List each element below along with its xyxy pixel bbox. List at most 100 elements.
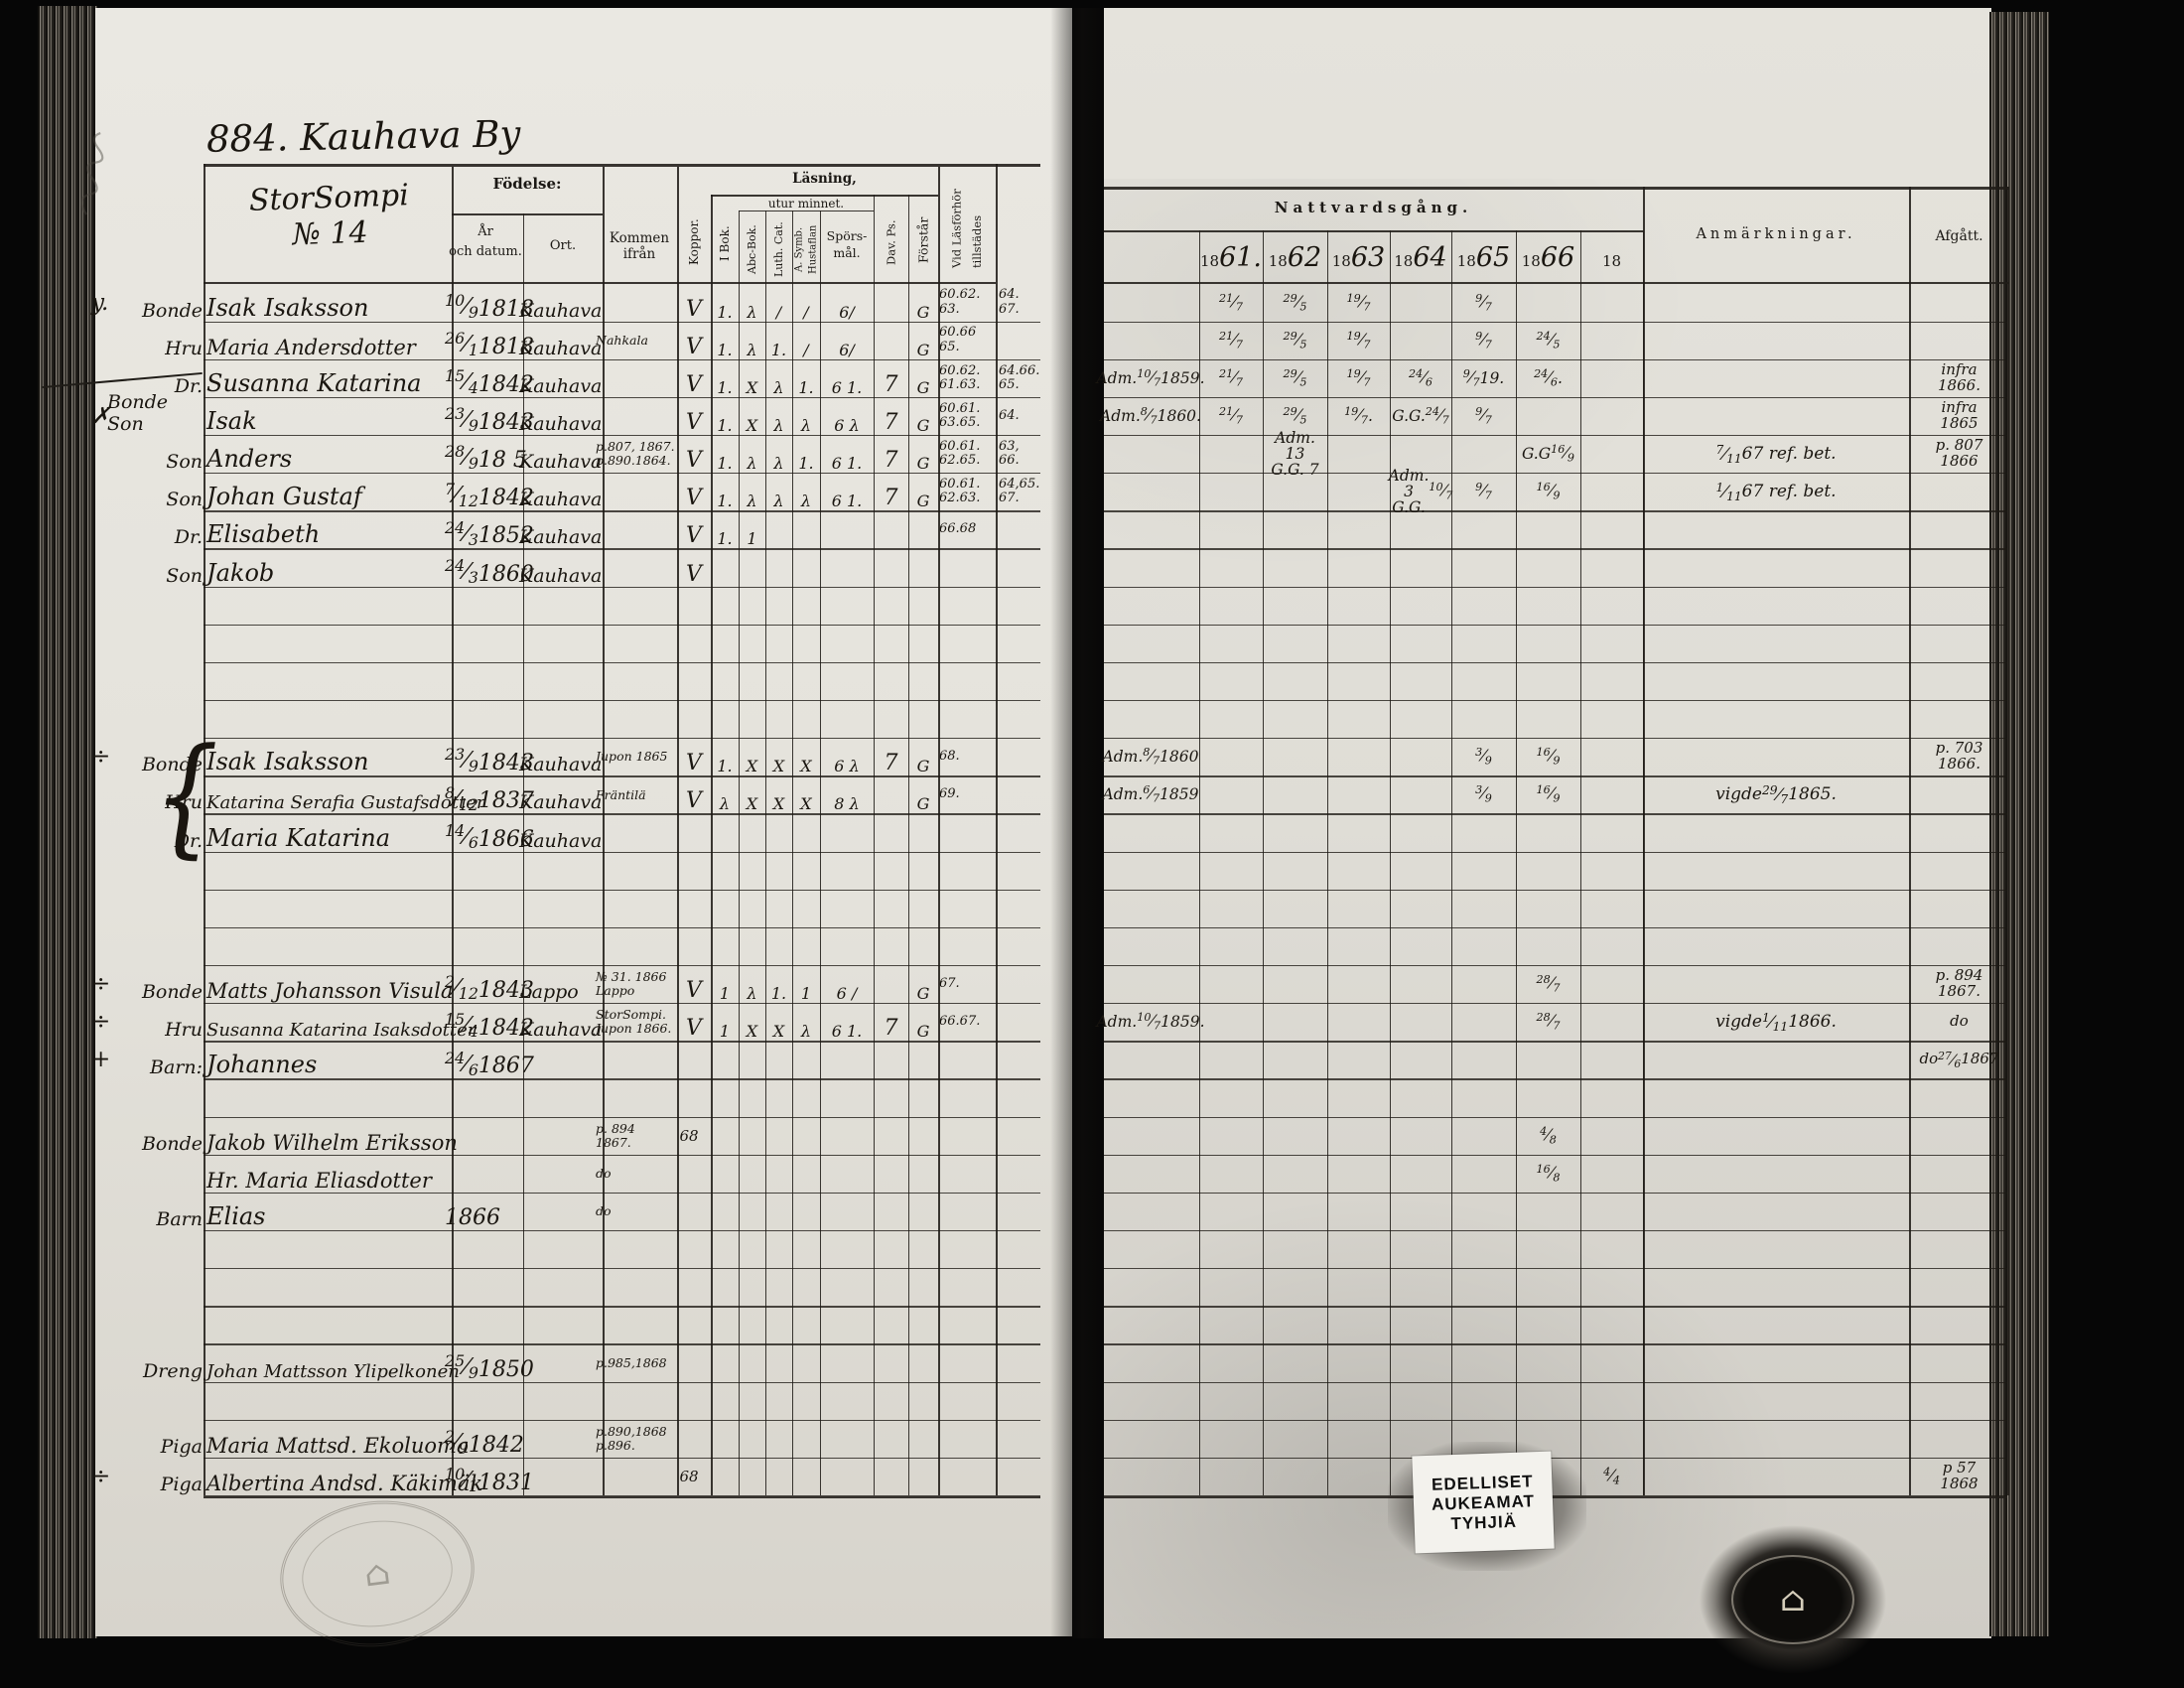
row-birthdate: 15⁄4 1842 bbox=[445, 1010, 534, 1042]
row-departed: p. 807 1866 bbox=[1935, 436, 1983, 471]
year-header-1866: 1866 bbox=[1521, 242, 1575, 273]
row-smallpox-mark: V bbox=[686, 751, 702, 776]
row-name: Johan Gustaf bbox=[206, 483, 362, 511]
grid-line bbox=[204, 1495, 1040, 1499]
header-kommen-ifran: Kommen ifrån bbox=[609, 230, 670, 262]
row-rule bbox=[1104, 1192, 2007, 1195]
row-birthplace: Kauhava bbox=[519, 337, 603, 359]
row-reading-mark: 7 bbox=[884, 371, 898, 397]
row-lasforhor-years: 60.61. 62.65. bbox=[939, 438, 981, 469]
grid-line bbox=[204, 281, 996, 284]
row-lasforhor-years: 60.61. 63.65. bbox=[939, 400, 981, 430]
row-communion-1867: 4⁄4 bbox=[1603, 1465, 1620, 1487]
book-page-edges-left bbox=[38, 6, 97, 1638]
row-admission-note: Adm. 8⁄7 1860 bbox=[1102, 746, 1199, 768]
row-remark: vigde 29⁄7 1865. bbox=[1715, 782, 1837, 806]
row-rule bbox=[1104, 358, 2007, 361]
row-reading-mark: G bbox=[916, 340, 930, 359]
row-lasforhor-years-overflow: 64,65. 67. bbox=[999, 476, 1040, 506]
row-role: Hru bbox=[165, 337, 203, 359]
row-reading-mark: λ bbox=[773, 492, 784, 511]
row-communion-1865: 9⁄7 bbox=[1475, 291, 1492, 313]
year-header-18: 18 bbox=[1601, 252, 1622, 270]
row-communion-1863: 19⁄7. bbox=[1344, 404, 1373, 427]
row-communion-1866: 16⁄9 bbox=[1536, 783, 1561, 805]
margin-mark: ✗ bbox=[91, 402, 111, 429]
grid-line bbox=[1516, 230, 1518, 1495]
row-communion-1861: 21⁄7 bbox=[1219, 291, 1243, 313]
row-reading-mark: 6/ bbox=[839, 302, 855, 322]
row-reading-mark: 1. bbox=[717, 377, 733, 397]
row-communion-1863: 19⁄7 bbox=[1346, 366, 1371, 389]
row-smallpox-mark: V bbox=[686, 334, 702, 359]
row-rule bbox=[1104, 435, 2007, 437]
row-communion-1865: 9⁄7 bbox=[1475, 404, 1492, 427]
row-rule bbox=[1104, 738, 2007, 740]
row-rule bbox=[1104, 775, 2007, 777]
row-note: 68 bbox=[679, 1126, 699, 1145]
row-birthdate: 25⁄9 1850 bbox=[445, 1350, 534, 1382]
row-rule bbox=[1104, 926, 2007, 929]
row-rule bbox=[204, 548, 1040, 550]
household-line1: StorSompi bbox=[248, 178, 410, 218]
household-name: StorSompi № 14 bbox=[229, 178, 430, 256]
row-communion-1866: 28⁄7 bbox=[1536, 973, 1561, 995]
row-role: Bonde Son bbox=[107, 391, 169, 436]
row-reading-mark: 1. bbox=[770, 984, 787, 1004]
header-nattvardsgang: Nattvardsgång. bbox=[1274, 199, 1473, 216]
row-birthplace: Kauhava bbox=[519, 754, 603, 776]
row-lasforhor-years-overflow: 64. bbox=[999, 407, 1020, 423]
row-rule bbox=[204, 1230, 1040, 1232]
row-came-from: Jupon 1865 bbox=[596, 749, 668, 765]
row-admission-note: Adm. 10⁄7 1859. bbox=[1096, 366, 1205, 389]
row-lasforhor-years-overflow: 64. 67. bbox=[999, 287, 1020, 317]
row-lasforhor-years: 67. bbox=[939, 975, 960, 991]
header-forstar: Förstår bbox=[915, 216, 931, 264]
row-reading-mark: X bbox=[746, 416, 758, 436]
row-communion-1861: 21⁄7 bbox=[1219, 404, 1243, 427]
grid-line bbox=[820, 211, 822, 1495]
row-rule bbox=[1104, 510, 2007, 512]
row-reading-mark: G bbox=[916, 757, 930, 776]
row-rule bbox=[204, 1419, 1040, 1421]
row-birthdate: 10⁄1 1831 bbox=[445, 1465, 534, 1495]
header-afgatt: Afgått. bbox=[1935, 228, 1983, 244]
grid-line bbox=[1199, 230, 1201, 1495]
row-communion-1866: 24⁄6. bbox=[1534, 366, 1563, 389]
row-birthdate: 15⁄4 1842 bbox=[445, 366, 534, 397]
grid-line bbox=[204, 164, 1040, 167]
row-birthdate: 24⁄3 1860 bbox=[445, 555, 534, 587]
header-ar-och-datum: År och datum. bbox=[449, 224, 522, 259]
row-smallpox-mark: V bbox=[686, 486, 702, 511]
row-name: Albertina Andsd. Käkimäk bbox=[206, 1471, 483, 1495]
row-rule bbox=[204, 851, 1040, 853]
row-reading-mark: G bbox=[916, 984, 930, 1004]
row-rule bbox=[1104, 473, 2007, 475]
row-birthplace: Kauhava bbox=[519, 829, 603, 852]
row-smallpox-mark: V bbox=[686, 788, 702, 814]
row-reading-mark: 6 1. bbox=[831, 377, 863, 397]
row-name: Hr. Maria Eliasdotter bbox=[206, 1168, 432, 1193]
pencil-scribble bbox=[80, 132, 104, 215]
row-reading-mark: 1. bbox=[717, 492, 733, 511]
page-title: 884. Kauhava By bbox=[205, 112, 521, 161]
grid-line bbox=[1643, 187, 1645, 1495]
row-came-from: do bbox=[596, 1203, 612, 1219]
row-rule bbox=[1104, 1230, 2007, 1232]
row-rule bbox=[1104, 1306, 2007, 1308]
right-page bbox=[1104, 8, 1991, 1638]
row-reading-mark: 7 bbox=[884, 486, 898, 511]
row-role: Piga bbox=[160, 1435, 203, 1458]
row-rule bbox=[1104, 321, 2007, 323]
row-lasforhor-years: 60.62. 61.63. bbox=[939, 362, 981, 392]
header-luth-cat: Luth. Cat. bbox=[772, 221, 785, 277]
row-admission-note: Adm. 10⁄7 1859. bbox=[1096, 1011, 1205, 1033]
row-role: Dr. bbox=[174, 829, 203, 852]
grid-line bbox=[677, 167, 679, 1495]
row-reading-mark: 7 bbox=[884, 1016, 898, 1042]
row-reading-mark: / bbox=[803, 340, 809, 359]
row-name: Anders bbox=[206, 445, 293, 474]
row-name: Matts Johansson Visula bbox=[206, 979, 454, 1004]
row-reading-mark: λ bbox=[800, 492, 812, 511]
header-koppor: Koppor. bbox=[687, 218, 701, 266]
